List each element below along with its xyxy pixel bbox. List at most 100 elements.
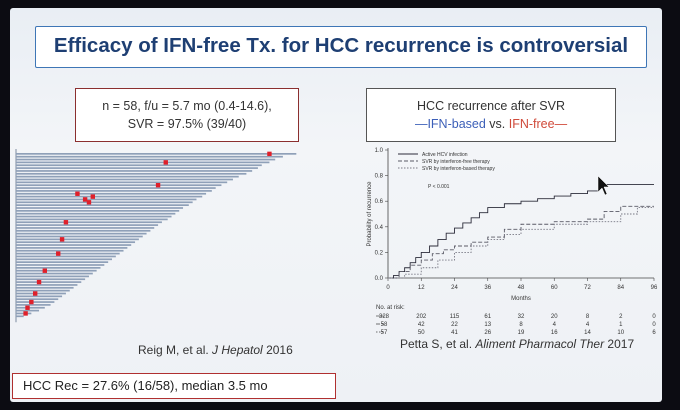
swimmer-bar [16,212,176,215]
km-x-tick-label: 72 [584,285,591,291]
km-x-tick-label: 84 [617,285,624,291]
dash-right: — [554,117,568,131]
swimmer-bar [16,172,247,175]
recurrence-marker [63,220,69,225]
km-series-line [388,205,654,279]
swimmer-bar [16,175,239,178]
km-x-tick-label: 60 [551,285,558,291]
risk-table-label: No. at risk: [376,305,405,311]
km-y-axis-label: Probability of recurrence [367,181,373,247]
recurrence-marker [42,268,47,273]
swimmer-bar [16,286,74,289]
swimmer-bar [16,247,128,249]
km-x-axis-label: Months [511,296,531,302]
swimmer-bar [16,161,270,164]
swimmer-bar [16,255,116,258]
dash-left: — [414,117,428,131]
swimmer-bar [16,204,189,206]
km-y-tick-label: 0.4 [375,225,384,231]
recurrence-marker [267,151,272,157]
slide: Efficacy of IFN-free Tx. for HCC recurre… [10,8,662,402]
recurrence-marker [90,194,95,199]
km-series-line [388,207,654,279]
swimmer-bar [16,249,124,252]
swimmer-bar [16,210,180,212]
swimmer-bar [16,207,184,209]
km-y-tick-label: 0.2 [375,250,384,256]
km-y-tick-label: 1.0 [375,148,384,154]
swimmer-bar [16,235,143,238]
km-x-tick-label: 96 [651,285,658,291]
vs-label: vs. [485,117,509,131]
title-box: Efficacy of IFN-free Tx. for HCC recurre… [35,26,647,68]
petta-year: 2017 [604,337,635,351]
risk-table-cell: 0 [652,322,656,328]
petta-authors: Petta S, et al. [400,337,476,351]
km-x-tick-label: 36 [484,285,491,291]
swimmer-plot [15,149,297,323]
risk-table-cell: 2 [619,314,623,320]
risk-table-cell: 50 [418,330,425,336]
km-title: HCC recurrence after SVR [417,99,565,113]
risk-table-cell: 13 [484,322,491,328]
swimmer-bar [16,192,207,195]
swimmer-bar [16,264,105,266]
recurrence-marker [33,291,38,296]
km-legend-label: SVR by interferon-free therapy [422,159,490,165]
risk-table-cell: 4 [553,322,557,328]
recurrence-marker [56,251,61,256]
km-title-box: HCC recurrence after SVR —IFN-based vs. … [366,88,616,142]
risk-table-cell: 202 [416,314,427,320]
swimmer-bar [16,258,112,261]
risk-table-cell: 10 [617,330,624,336]
swimmer-bar [16,201,193,204]
km-y-tick-label: 0.6 [375,199,384,205]
risk-table-cell: 57 [381,330,388,336]
swimmer-bar [16,155,283,158]
reig-year: 2016 [262,343,293,357]
swimmer-bar [16,269,97,272]
swimmer-bar [16,252,120,255]
swimmer-bar [16,304,51,306]
swimmer-bar [16,221,162,224]
swimmer-bar [16,261,109,263]
risk-table-cell: 58 [381,322,388,328]
risk-table-cell: 115 [450,314,460,320]
km-y-tick-label: 0.0 [375,276,384,282]
swimmer-bar [16,198,197,201]
recurrence-marker [23,311,28,316]
recurrence-box: HCC Rec = 27.6% (16/58), median 3.5 mo [12,373,336,399]
reig-journal: J Hepatol [212,343,263,357]
cursor-arrow-icon [597,175,610,196]
risk-table-cell: 4 [586,322,590,328]
swimmer-bar [16,187,216,189]
swimmer-bar [16,275,89,278]
stats-line-2: SVR = 97.5% (39/40) [127,117,247,131]
swimmer-bar [16,238,139,241]
km-x-tick-label: 48 [518,285,525,291]
swimmer-bar [16,281,82,283]
petta-journal: Aliment Pharmacol Ther [475,337,605,351]
swimmer-bar [16,184,222,187]
swimmer-bar [16,229,151,232]
km-x-tick-label: 24 [451,285,458,291]
slide-title: Efficacy of IFN-free Tx. for HCC recurre… [53,34,629,57]
recurrence-marker [82,197,88,202]
risk-table-cell: 6 [652,330,656,336]
swimmer-bar [16,178,233,181]
swimmer-bar [16,224,159,226]
swimmer-bar [16,289,70,292]
risk-table-cell: 8 [586,314,590,320]
recurrence-marker [29,299,34,305]
km-series-line [388,184,654,279]
swimmer-bar [16,244,132,246]
swimmer-bar [16,292,66,295]
swimmer-bar [16,153,297,155]
risk-table-cell: 328 [379,314,390,320]
reig-citation: Reig M, et al. J Hepatol 2016 [138,343,293,357]
km-subtitle: —IFN-based vs. IFN-free— [367,117,615,131]
km-legend-label: SVR by interferon-based therapy [422,166,495,172]
ifn-based-label: IFN-based [427,117,486,131]
swimmer-bar [16,218,168,221]
swimmer-bar [16,315,24,318]
